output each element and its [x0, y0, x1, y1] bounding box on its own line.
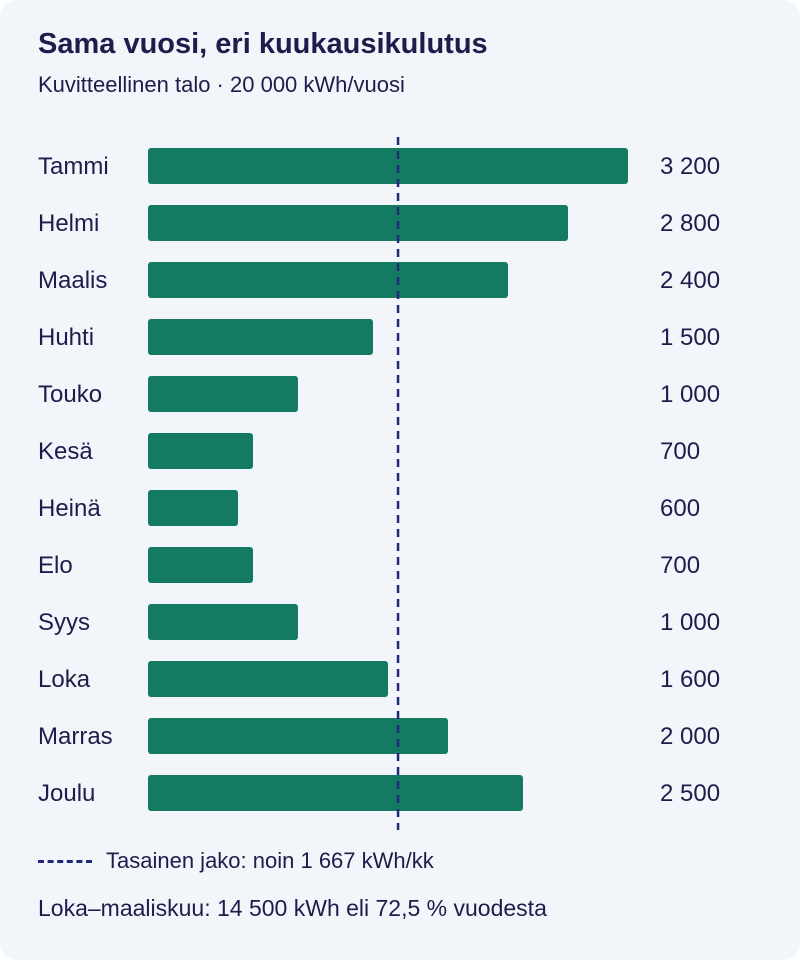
value-label: 1 000 [660, 609, 720, 636]
bar [148, 376, 298, 412]
bar [148, 262, 508, 298]
bar [148, 661, 388, 697]
value-label: 2 800 [660, 210, 720, 237]
value-label: 1 000 [660, 381, 720, 408]
bar [148, 718, 448, 754]
bar [148, 490, 238, 526]
dashed-line-legend-icon [38, 859, 92, 863]
category-label: Huhti [38, 324, 94, 351]
bar [148, 547, 253, 583]
value-label: 2 400 [660, 267, 720, 294]
category-label: Touko [38, 381, 102, 408]
value-label: 600 [660, 495, 700, 522]
value-label: 1 600 [660, 666, 720, 693]
chart-title: Sama vuosi, eri kuukausikulutus [38, 28, 488, 60]
category-label: Loka [38, 666, 91, 693]
legend-label: Tasainen jako: noin 1 667 kWh/kk [106, 848, 434, 873]
category-label: Syys [38, 609, 90, 636]
category-label: Maalis [38, 267, 107, 294]
value-label: 700 [660, 438, 700, 465]
legend: Tasainen jako: noin 1 667 kWh/kk [38, 848, 434, 874]
summary-note: Loka–maaliskuu: 14 500 kWh eli 72,5 % vu… [38, 895, 547, 921]
bar [148, 319, 373, 355]
category-label: Kesä [38, 438, 93, 465]
bar [148, 604, 298, 640]
category-label: Heinä [38, 495, 101, 522]
category-label: Tammi [38, 153, 109, 180]
value-label: 2 500 [660, 780, 720, 807]
bar [148, 775, 523, 811]
category-label: Marras [38, 723, 113, 750]
bar [148, 433, 253, 469]
bar [148, 148, 628, 184]
category-label: Helmi [38, 210, 99, 237]
category-label: Elo [38, 552, 73, 579]
bar [148, 205, 568, 241]
category-label: Joulu [38, 780, 95, 807]
value-label: 2 000 [660, 723, 720, 750]
chart-subtitle: Kuvitteellinen talo · 20 000 kWh/vuosi [38, 72, 405, 97]
value-label: 1 500 [660, 324, 720, 351]
value-label: 700 [660, 552, 700, 579]
value-label: 3 200 [660, 153, 720, 180]
